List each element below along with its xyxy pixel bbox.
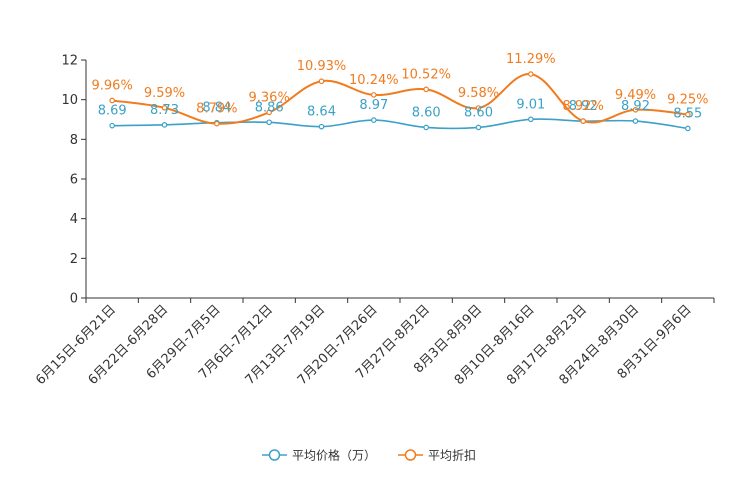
- y-tick-label: 10: [61, 93, 78, 108]
- data-label: 8.79%: [196, 102, 237, 117]
- data-point[interactable]: [580, 118, 586, 124]
- data-point[interactable]: [632, 106, 639, 113]
- data-label: 9.25%: [667, 93, 708, 108]
- data-point[interactable]: [109, 97, 115, 104]
- legend-item-2[interactable]: 平均折扣: [398, 448, 476, 463]
- data-label: 10.93%: [297, 59, 347, 74]
- y-tick-label: 2: [70, 252, 78, 267]
- data-label: 8.55: [673, 106, 702, 121]
- data-point[interactable]: [371, 92, 377, 98]
- data-point[interactable]: [266, 119, 272, 126]
- y-tick-label: 4: [70, 212, 78, 227]
- data-label: 8.60: [464, 105, 493, 120]
- data-point[interactable]: [371, 117, 377, 123]
- legend-item-1[interactable]: 平均价格（万）: [262, 448, 376, 463]
- y-tick-label: 0: [70, 292, 78, 307]
- x-axis: 6月15日-6月21日6月22日-6月28日6月29日-7月5日7月6日-7月1…: [33, 297, 715, 388]
- data-label: 8.60: [412, 105, 441, 120]
- data-label: 8.92: [569, 99, 598, 114]
- legend-swatch-marker: [404, 449, 417, 461]
- data-label: 9.01: [516, 97, 545, 112]
- data-label: 8.86: [255, 100, 284, 115]
- y-tick-label: 8: [70, 133, 78, 148]
- data-label: 9.96%: [92, 78, 133, 93]
- data-point[interactable]: [632, 118, 639, 124]
- data-label: 8.84: [202, 101, 231, 116]
- series-layer: [109, 71, 691, 132]
- data-label: 8.69: [98, 104, 127, 119]
- data-point[interactable]: [318, 123, 325, 130]
- legend-label: 平均折扣: [428, 448, 476, 463]
- data-label: 8.64: [307, 105, 336, 120]
- data-label: 8.92: [621, 99, 650, 114]
- y-tick-label: 12: [61, 54, 78, 69]
- data-label: 9.58%: [458, 86, 499, 101]
- data-point[interactable]: [685, 125, 691, 132]
- data-point[interactable]: [475, 105, 482, 111]
- data-label: 10.24%: [349, 73, 399, 88]
- data-point[interactable]: [266, 109, 272, 116]
- data-point[interactable]: [423, 124, 429, 131]
- data-label: 10.52%: [401, 67, 451, 82]
- data-point[interactable]: [161, 104, 168, 111]
- y-axis: 0 2 4 6 8 10 12: [61, 54, 87, 307]
- data-point[interactable]: [161, 122, 168, 128]
- data-labels: 8.69 8.73 8.84 8.86 8.64 8.97 8.60 8.60 9.01 8.92…: [92, 52, 709, 121]
- data-label: 8.73: [150, 103, 179, 118]
- data-point[interactable]: [109, 122, 115, 129]
- data-point[interactable]: [528, 71, 534, 77]
- legend-label: 平均价格（万）: [292, 448, 376, 463]
- data-label: 9.49%: [615, 88, 656, 103]
- data-label: 8.97: [359, 98, 388, 113]
- data-point[interactable]: [214, 120, 220, 127]
- data-point[interactable]: [475, 124, 482, 131]
- legend-swatch-marker: [268, 449, 281, 461]
- legend[interactable]: 平均价格（万） 平均折扣: [262, 448, 476, 463]
- data-label: 8.92%: [563, 99, 604, 114]
- data-point[interactable]: [423, 86, 429, 93]
- data-label: 9.36%: [249, 90, 290, 105]
- data-label: 9.59%: [144, 86, 185, 101]
- data-point[interactable]: [528, 116, 534, 123]
- data-label: 11.29%: [506, 52, 556, 67]
- y-tick-label: 6: [70, 173, 78, 188]
- data-point[interactable]: [318, 78, 325, 85]
- data-point[interactable]: [685, 111, 691, 118]
